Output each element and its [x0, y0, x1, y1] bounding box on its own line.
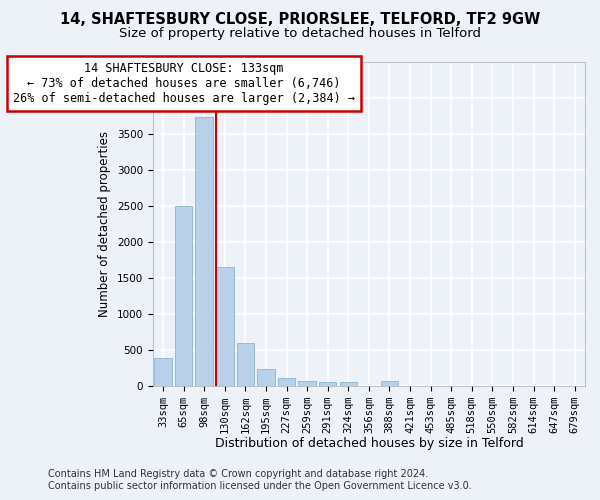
X-axis label: Distribution of detached houses by size in Telford: Distribution of detached houses by size … — [215, 437, 523, 450]
Text: Size of property relative to detached houses in Telford: Size of property relative to detached ho… — [119, 28, 481, 40]
Text: 14 SHAFTESBURY CLOSE: 133sqm
← 73% of detached houses are smaller (6,746)
26% of: 14 SHAFTESBURY CLOSE: 133sqm ← 73% of de… — [13, 62, 355, 104]
Bar — [216, 267, 233, 386]
Bar — [175, 206, 193, 386]
Bar — [340, 382, 357, 386]
Bar — [236, 343, 254, 386]
Bar — [257, 369, 275, 386]
Bar — [278, 378, 295, 386]
Text: Contains HM Land Registry data © Crown copyright and database right 2024.
Contai: Contains HM Land Registry data © Crown c… — [48, 470, 472, 491]
Bar — [298, 382, 316, 386]
Bar — [154, 358, 172, 386]
Text: 14, SHAFTESBURY CLOSE, PRIORSLEE, TELFORD, TF2 9GW: 14, SHAFTESBURY CLOSE, PRIORSLEE, TELFOR… — [60, 12, 540, 28]
Bar — [319, 382, 337, 386]
Bar — [381, 382, 398, 386]
Bar — [196, 117, 213, 386]
Y-axis label: Number of detached properties: Number of detached properties — [98, 130, 111, 316]
